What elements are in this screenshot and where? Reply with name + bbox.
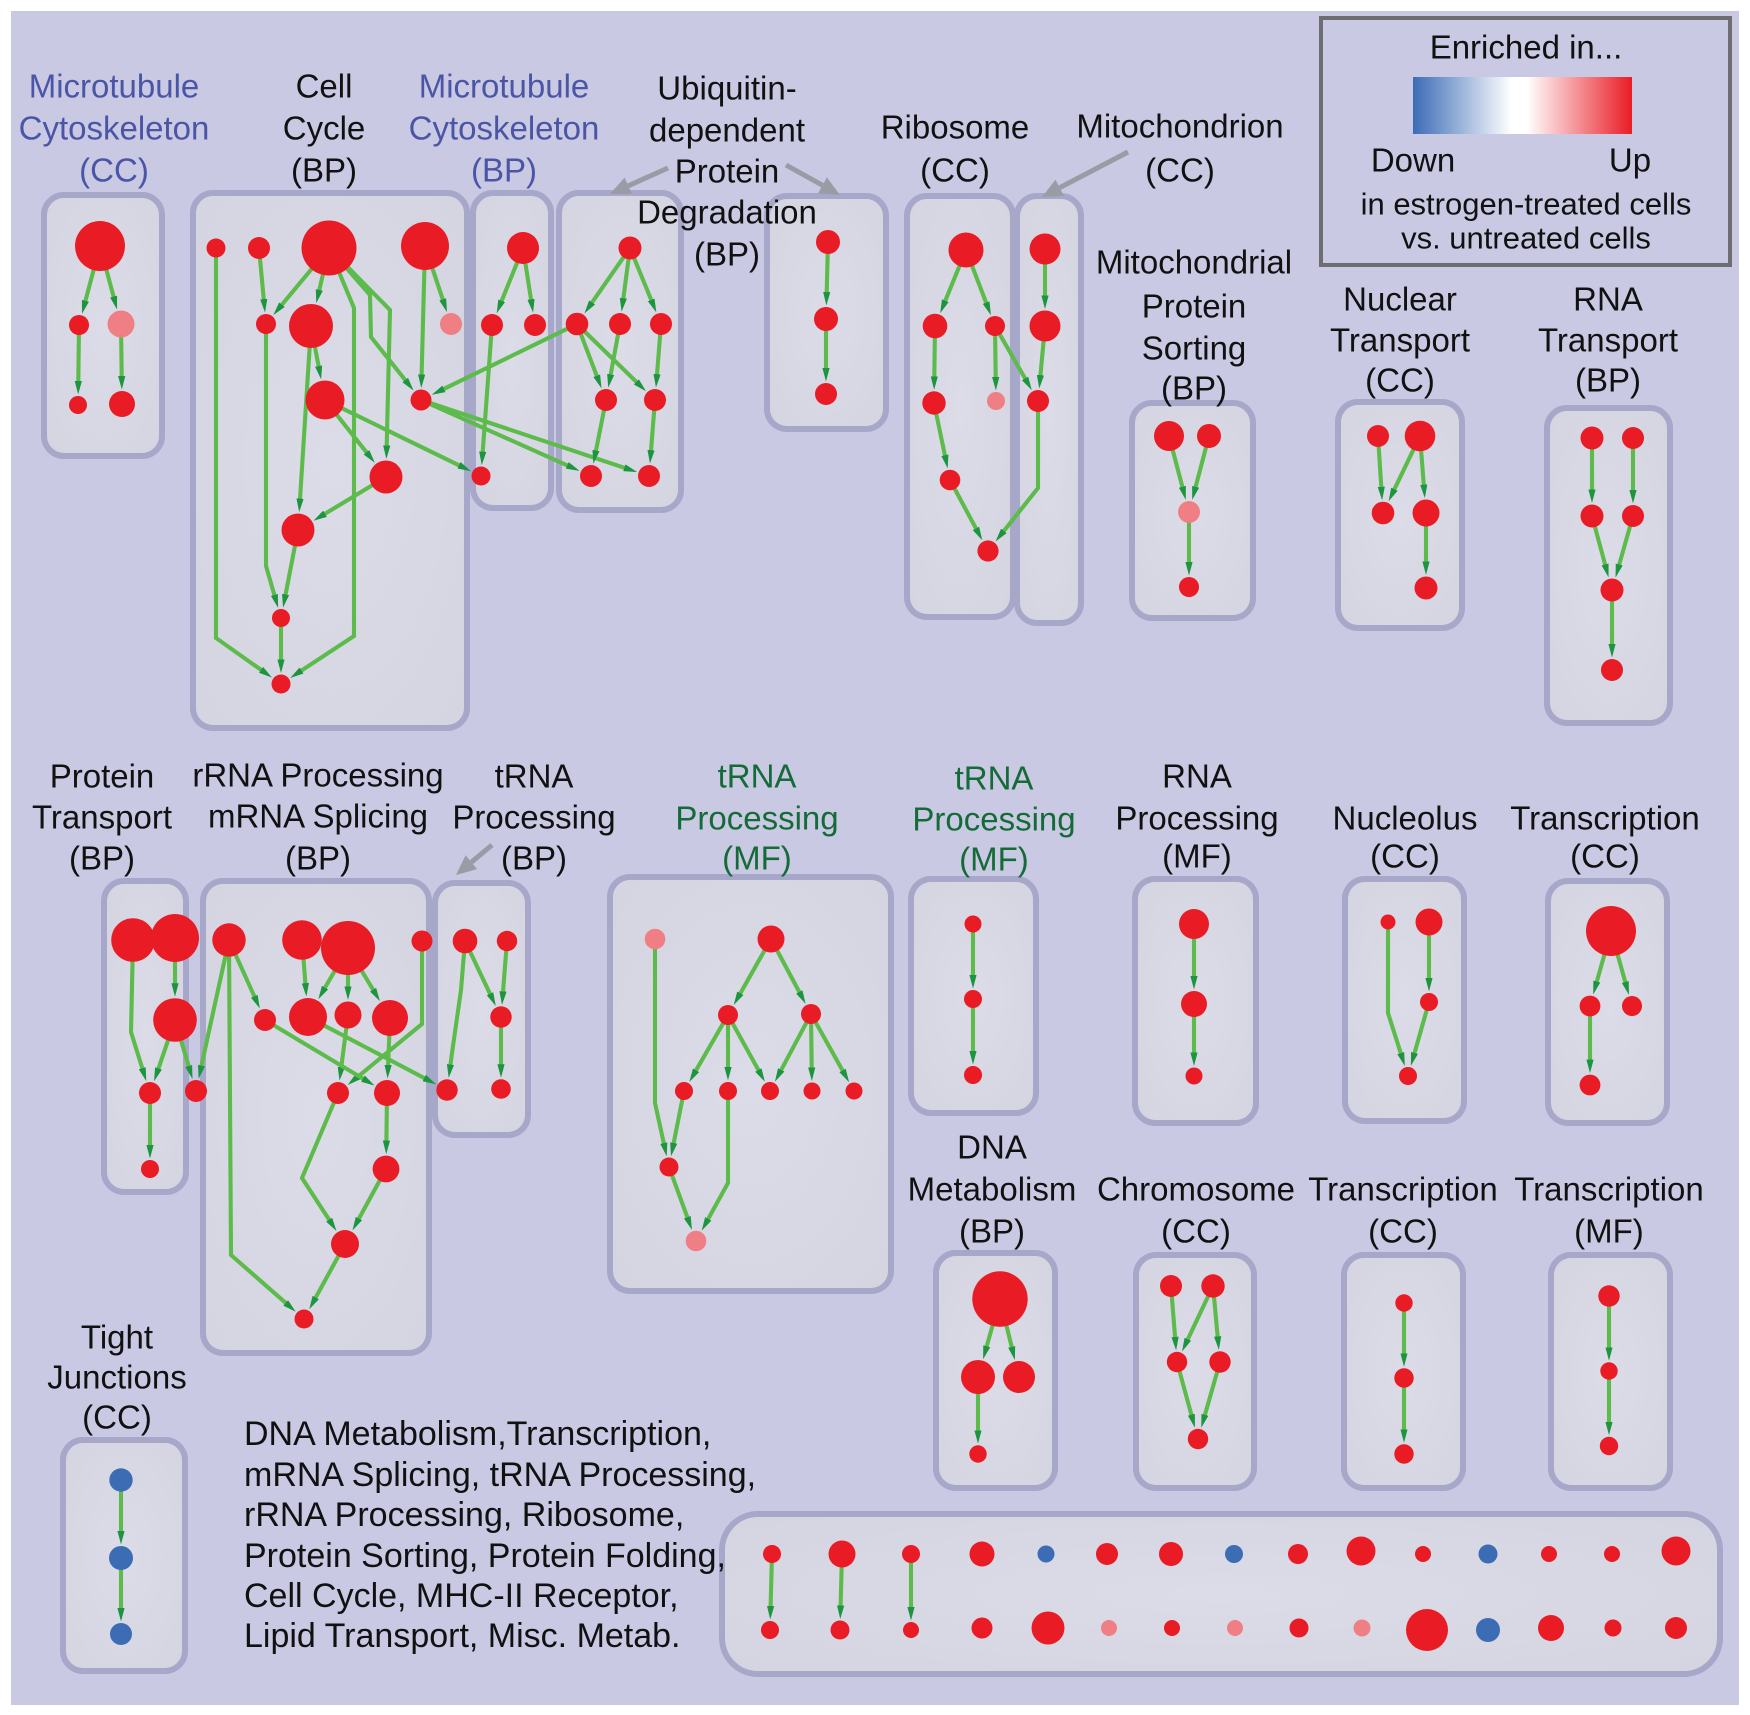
svg-text:Protein Sorting, Protein Foldi: Protein Sorting, Protein Folding, — [244, 1537, 726, 1575]
svg-text:Degradation: Degradation — [637, 194, 817, 231]
svg-text:tRNA: tRNA — [718, 758, 797, 795]
svg-text:Protein: Protein — [675, 153, 780, 190]
svg-text:Mitochondrion: Mitochondrion — [1076, 108, 1283, 145]
svg-text:Enriched in...: Enriched in... — [1430, 29, 1623, 66]
svg-text:(CC): (CC) — [79, 152, 149, 189]
svg-text:Up: Up — [1609, 142, 1651, 179]
svg-text:Cycle: Cycle — [283, 110, 366, 147]
svg-text:rRNA Processing: rRNA Processing — [192, 757, 443, 794]
svg-text:Ubiquitin-: Ubiquitin- — [657, 70, 796, 107]
svg-text:(BP): (BP) — [694, 236, 760, 273]
svg-text:(CC): (CC) — [920, 152, 990, 189]
svg-text:(MF): (MF) — [959, 841, 1029, 878]
svg-text:Junctions: Junctions — [47, 1359, 186, 1396]
svg-text:Metabolism: Metabolism — [908, 1171, 1077, 1208]
svg-text:Processing: Processing — [452, 799, 615, 836]
svg-text:Lipid Transport, Misc. Metab.: Lipid Transport, Misc. Metab. — [244, 1617, 681, 1655]
svg-text:tRNA: tRNA — [955, 760, 1034, 797]
svg-text:dependent: dependent — [649, 112, 805, 149]
svg-text:(MF): (MF) — [1574, 1213, 1644, 1250]
svg-text:(BP): (BP) — [471, 152, 537, 189]
svg-text:(CC): (CC) — [1365, 362, 1435, 399]
svg-text:(BP): (BP) — [291, 152, 357, 189]
svg-text:Cytoskeleton: Cytoskeleton — [19, 110, 210, 147]
svg-text:RNA: RNA — [1162, 758, 1232, 795]
svg-text:in estrogen-treated cells: in estrogen-treated cells — [1361, 187, 1692, 222]
svg-text:(BP): (BP) — [501, 840, 567, 877]
svg-text:DNA Metabolism,Transcription,: DNA Metabolism,Transcription, — [244, 1415, 711, 1453]
svg-text:Protein: Protein — [1142, 288, 1247, 325]
svg-text:(CC): (CC) — [1161, 1213, 1231, 1250]
svg-text:Ribosome: Ribosome — [881, 109, 1030, 146]
svg-text:Transport: Transport — [32, 799, 172, 836]
svg-text:Down: Down — [1371, 142, 1455, 179]
svg-text:Cell Cycle, MHC-II Receptor,: Cell Cycle, MHC-II Receptor, — [244, 1577, 679, 1615]
svg-text:(CC): (CC) — [1145, 152, 1215, 189]
svg-text:Microtubule: Microtubule — [29, 68, 200, 105]
svg-text:(BP): (BP) — [1575, 362, 1641, 399]
svg-text:Protein: Protein — [50, 758, 155, 795]
svg-text:Transcription: Transcription — [1510, 800, 1700, 837]
svg-text:Transcription: Transcription — [1308, 1171, 1498, 1208]
svg-text:Transport: Transport — [1538, 322, 1678, 359]
svg-text:Sorting: Sorting — [1142, 330, 1247, 367]
svg-text:Chromosome: Chromosome — [1097, 1171, 1295, 1208]
svg-text:Microtubule: Microtubule — [419, 68, 590, 105]
svg-text:Processing: Processing — [912, 801, 1075, 838]
svg-text:(CC): (CC) — [1368, 1213, 1438, 1250]
svg-text:(MF): (MF) — [1162, 838, 1232, 875]
svg-text:RNA: RNA — [1573, 281, 1643, 318]
svg-text:Nucleolus: Nucleolus — [1333, 800, 1478, 837]
svg-text:(BP): (BP) — [285, 840, 351, 877]
svg-text:Cell: Cell — [296, 68, 353, 105]
svg-text:(CC): (CC) — [1370, 838, 1440, 875]
svg-text:(BP): (BP) — [959, 1213, 1025, 1250]
svg-text:vs. untreated cells: vs. untreated cells — [1401, 221, 1651, 256]
svg-text:Mitochondrial: Mitochondrial — [1096, 244, 1292, 281]
svg-text:Nuclear: Nuclear — [1343, 281, 1457, 318]
svg-text:mRNA Splicing: mRNA Splicing — [208, 798, 428, 835]
svg-text:Cytoskeleton: Cytoskeleton — [409, 110, 600, 147]
svg-text:(BP): (BP) — [1161, 370, 1227, 407]
svg-text:DNA: DNA — [957, 1129, 1027, 1166]
svg-text:Processing: Processing — [1115, 800, 1278, 837]
svg-text:rRNA Processing, Ribosome,: rRNA Processing, Ribosome, — [244, 1496, 684, 1534]
svg-text:tRNA: tRNA — [495, 758, 574, 795]
svg-text:Transcription: Transcription — [1514, 1171, 1704, 1208]
svg-text:mRNA Splicing, tRNA Processing: mRNA Splicing, tRNA Processing, — [244, 1456, 756, 1494]
svg-text:(BP): (BP) — [69, 840, 135, 877]
svg-text:(CC): (CC) — [82, 1399, 152, 1436]
svg-text:Tight: Tight — [81, 1319, 153, 1356]
svg-text:Transport: Transport — [1330, 322, 1470, 359]
svg-text:(CC): (CC) — [1570, 838, 1640, 875]
svg-text:(MF): (MF) — [722, 840, 792, 877]
svg-text:Processing: Processing — [675, 800, 838, 837]
